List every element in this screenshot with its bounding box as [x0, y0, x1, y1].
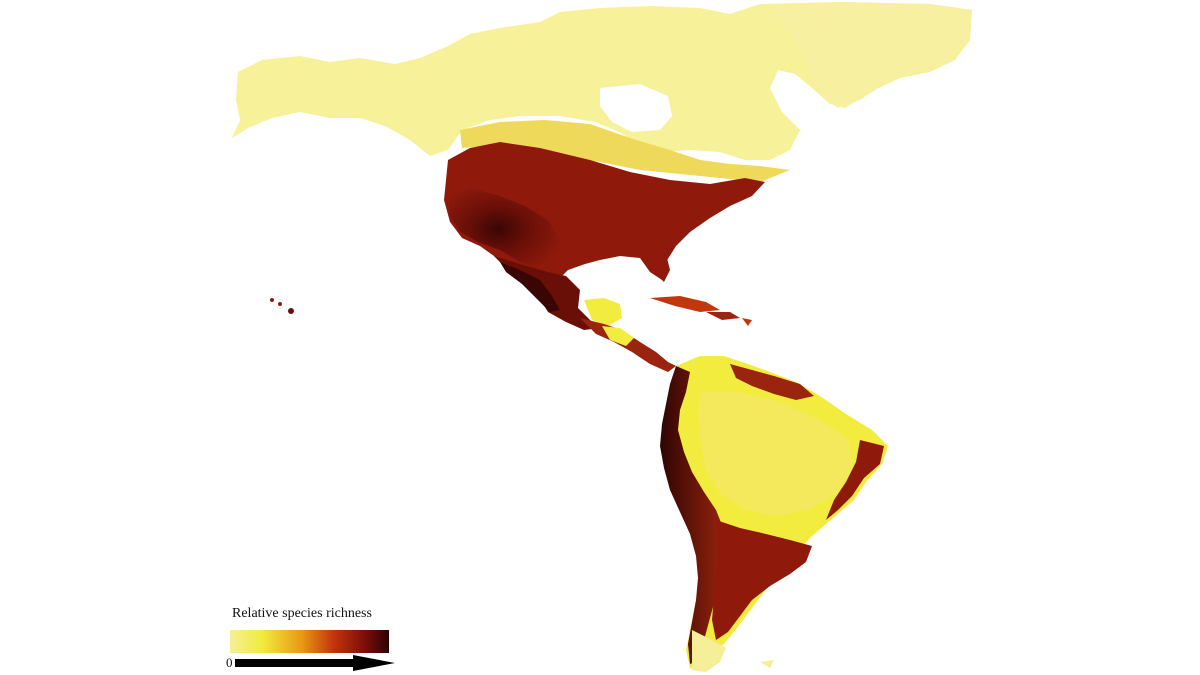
mexico-coast-hotspot: [500, 262, 560, 312]
alaska-canada-landmass: [232, 2, 972, 160]
southern-canada-band: [460, 120, 790, 182]
andes-west-coast: [660, 366, 726, 664]
caribbean-islands: [650, 296, 752, 326]
legend-color-bar: [230, 630, 389, 653]
central-america: [580, 318, 676, 372]
cuba: [650, 296, 720, 312]
southern-cone-hotspot: [712, 520, 812, 640]
legend-title: Relative species richness: [232, 606, 372, 621]
north-america-region: [232, 2, 972, 372]
amazon-basin: [698, 392, 852, 516]
central-america-yellow-patch: [602, 326, 634, 346]
guiana-highlands: [730, 364, 814, 400]
legend-arrow-icon: [235, 655, 395, 671]
patagonia-tip: [692, 630, 726, 672]
arctic-islands: [450, 36, 720, 74]
hispaniola: [706, 312, 740, 320]
hudson-bay: [600, 84, 672, 132]
brazil-atlantic-coast: [826, 440, 884, 520]
legend-min-label: 0: [226, 655, 233, 670]
south-america-region: [660, 356, 888, 672]
falklands: [760, 660, 774, 668]
greenland: [770, 2, 972, 108]
hawaii-islands: [270, 298, 294, 314]
yucatan: [584, 298, 622, 326]
antilles: [742, 318, 752, 326]
us-hotspot-southwest: [448, 188, 560, 270]
florida: [650, 254, 670, 282]
